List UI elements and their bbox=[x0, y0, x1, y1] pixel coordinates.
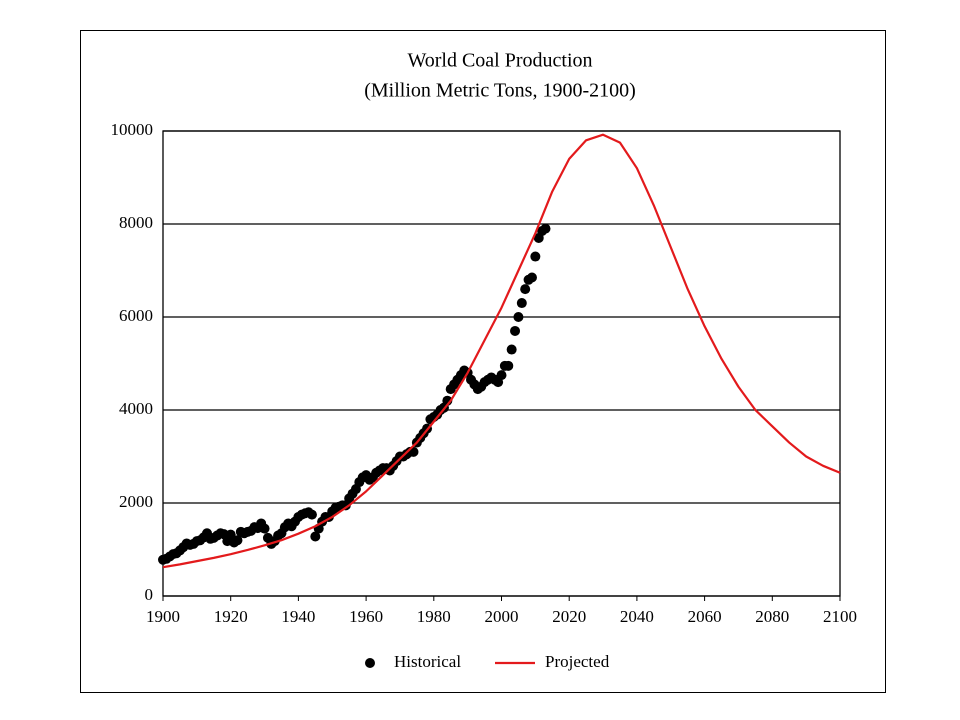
data-point bbox=[526, 272, 537, 283]
data-point bbox=[510, 325, 521, 336]
x-tick-label: 1920 bbox=[214, 607, 248, 626]
y-tick-label: 0 bbox=[145, 585, 154, 604]
data-point bbox=[506, 344, 517, 355]
data-point bbox=[540, 223, 551, 234]
chart-title: World Coal Production bbox=[407, 50, 592, 72]
data-line bbox=[162, 133, 841, 569]
x-tick-label: 1940 bbox=[281, 607, 315, 626]
data-point bbox=[232, 535, 243, 546]
data-point bbox=[520, 284, 531, 295]
y-tick-label: 8000 bbox=[119, 213, 153, 232]
y-tick-label: 2000 bbox=[119, 492, 153, 511]
x-tick-label: 2040 bbox=[620, 607, 654, 626]
data-point bbox=[306, 509, 317, 520]
chart-subtitle: (Million Metric Tons, 1900-2100) bbox=[364, 80, 636, 102]
data-point bbox=[516, 298, 527, 309]
legend-marker bbox=[365, 658, 375, 668]
plot-frame bbox=[162, 130, 841, 597]
data-point bbox=[259, 523, 270, 534]
x-tick-label: 2100 bbox=[823, 607, 857, 626]
x-tick-label: 2020 bbox=[552, 607, 586, 626]
x-tick-label: 1980 bbox=[417, 607, 451, 626]
data-point bbox=[530, 251, 541, 262]
y-tick-label: 4000 bbox=[119, 399, 153, 418]
data-point bbox=[310, 531, 321, 542]
data-point bbox=[513, 312, 524, 322]
chart-frame bbox=[80, 30, 886, 693]
x-tick-label: 2060 bbox=[688, 607, 722, 626]
y-tick-label: 6000 bbox=[119, 306, 153, 325]
x-tick-label: 1900 bbox=[146, 607, 180, 626]
data-point bbox=[503, 360, 514, 371]
x-tick-label: 1960 bbox=[349, 607, 383, 626]
y-tick-label: 10000 bbox=[111, 120, 154, 139]
data-point bbox=[496, 370, 507, 381]
legend-label: Projected bbox=[545, 652, 610, 671]
x-tick-label: 2000 bbox=[485, 607, 519, 626]
data-point bbox=[225, 529, 236, 540]
x-tick-label: 2080 bbox=[755, 607, 789, 626]
legend-label: Historical bbox=[394, 652, 461, 671]
